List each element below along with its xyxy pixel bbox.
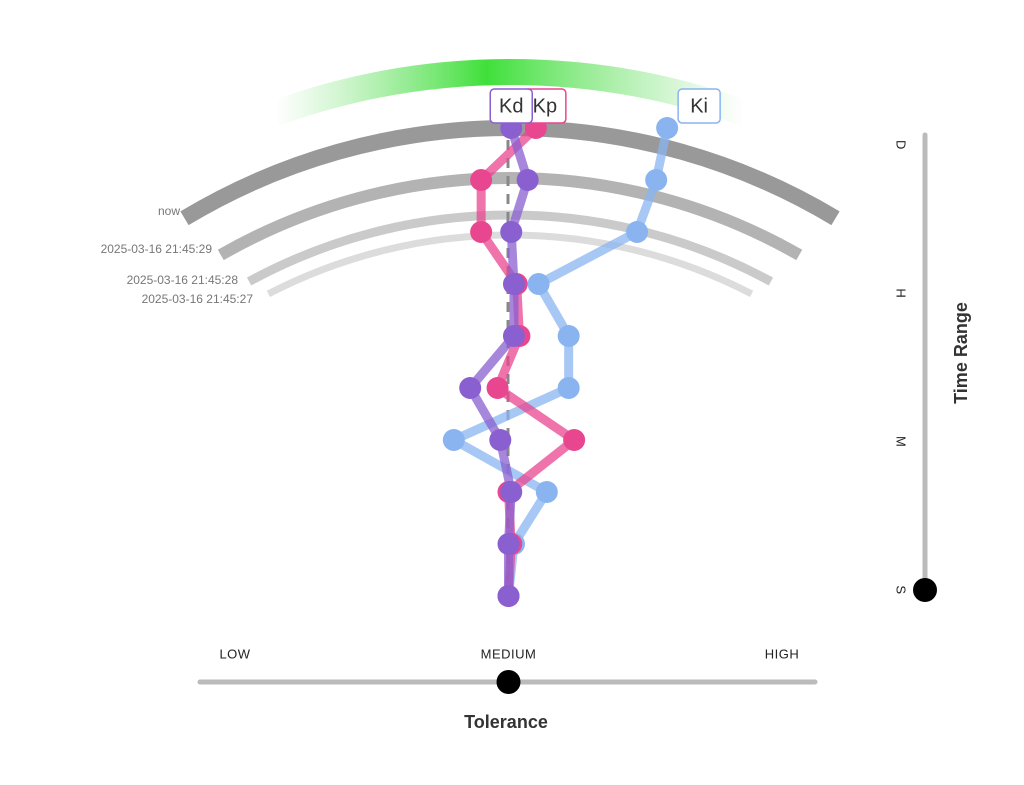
series-point — [497, 585, 520, 607]
controls: LOW MEDIUM HIGH D H M S — [219, 140, 937, 694]
x-tick-label: MEDIUM — [481, 646, 537, 661]
series-point — [497, 533, 520, 555]
series-point — [563, 429, 586, 451]
x-tick-label: LOW — [219, 646, 250, 661]
time-tick-label: H — [894, 288, 909, 298]
x-tick-label: HIGH — [765, 646, 800, 661]
series-point — [645, 169, 668, 191]
time-tick-label: D — [894, 140, 909, 150]
series-point — [527, 273, 550, 295]
series-point — [470, 221, 493, 243]
legend-label: Kp — [533, 95, 557, 117]
series-point — [442, 429, 465, 451]
arc-label: 2025-03-16 21:45:28 — [127, 273, 239, 287]
time-tick-label: M — [894, 436, 909, 447]
series-point — [516, 169, 539, 191]
time-arcs: now 2025-03-16 21:45:29 2025-03-16 21:45:2… — [101, 59, 840, 306]
series-line — [465, 126, 533, 596]
series-point — [557, 325, 580, 347]
series-point — [459, 377, 482, 399]
time-arc — [217, 172, 803, 261]
tolerance-title: Tolerance — [464, 712, 548, 732]
series-point — [656, 117, 679, 139]
tolerance-knob[interactable] — [496, 670, 521, 694]
series-point — [535, 481, 558, 503]
series-point — [557, 377, 580, 399]
plot — [442, 117, 679, 607]
series-point — [502, 273, 525, 295]
arc-label: 2025-03-16 21:45:29 — [101, 242, 213, 256]
legend-label: Ki — [690, 95, 708, 117]
series-point — [486, 377, 509, 399]
series-point — [500, 481, 523, 503]
series-point — [502, 325, 525, 347]
legend-label: Kd — [499, 95, 523, 117]
series-point — [626, 221, 649, 243]
series-line — [449, 127, 672, 597]
time-arc — [246, 210, 774, 286]
time-range-knob[interactable] — [913, 578, 937, 602]
time-range-title: Time Range — [951, 302, 971, 404]
series-point — [489, 429, 512, 451]
series-point — [500, 221, 523, 243]
series-point — [470, 169, 493, 191]
legend: Ki Kp Kd — [489, 88, 721, 124]
arc-label: now — [158, 204, 180, 218]
time-tick-label: S — [894, 585, 909, 594]
legend-box — [489, 88, 533, 124]
legend-box — [677, 88, 721, 124]
arc-label: 2025-03-16 21:45:27 — [142, 292, 254, 306]
